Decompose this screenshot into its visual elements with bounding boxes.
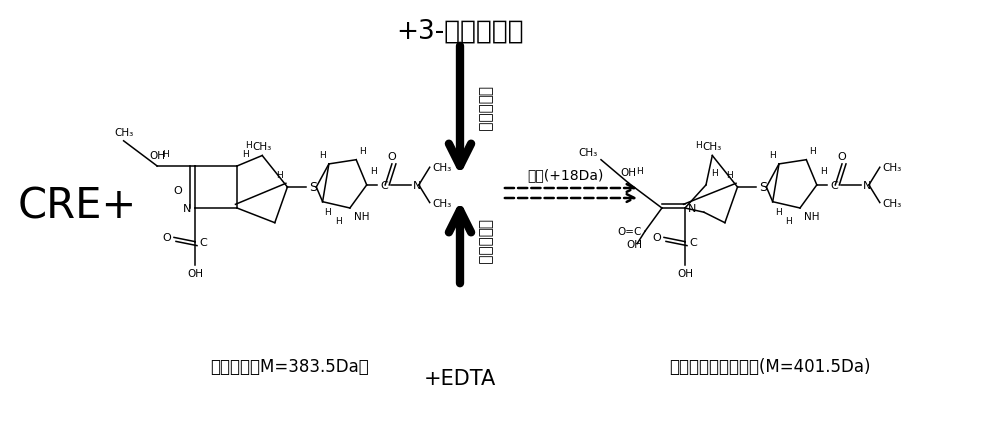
- Text: 碳青霞烯酯: 碳青霞烯酯: [477, 86, 492, 132]
- Text: H: H: [775, 207, 781, 216]
- Text: N: N: [688, 204, 696, 213]
- Text: CH₃: CH₃: [433, 198, 452, 208]
- Text: H: H: [276, 170, 282, 180]
- Text: N: N: [413, 181, 421, 190]
- Text: OH: OH: [620, 167, 636, 177]
- Text: N: N: [183, 204, 191, 213]
- Text: OH: OH: [149, 151, 165, 161]
- Text: O: O: [388, 152, 396, 161]
- Text: CH₃: CH₃: [114, 127, 133, 138]
- Text: C: C: [199, 237, 207, 247]
- Text: 水解(+18Da): 水解(+18Da): [527, 167, 603, 181]
- Text: 美罗培南的水解产物(M=401.5Da): 美罗培南的水解产物(M=401.5Da): [669, 357, 871, 375]
- Text: H: H: [769, 150, 776, 159]
- Text: +EDTA: +EDTA: [424, 368, 496, 388]
- Text: H: H: [696, 141, 702, 150]
- Text: H: H: [711, 169, 718, 178]
- Text: H: H: [335, 216, 342, 225]
- Text: H: H: [809, 147, 816, 155]
- Text: N: N: [863, 181, 871, 190]
- Text: H: H: [370, 167, 376, 176]
- Text: H: H: [726, 170, 732, 180]
- Text: CH₃: CH₃: [253, 141, 272, 151]
- Text: C: C: [830, 181, 838, 190]
- Text: CH₃: CH₃: [703, 141, 722, 151]
- Text: C: C: [380, 181, 388, 190]
- Text: H: H: [785, 216, 792, 225]
- Text: NH: NH: [804, 211, 820, 222]
- Text: S: S: [309, 181, 317, 194]
- Text: H: H: [820, 167, 827, 176]
- Text: NH: NH: [354, 211, 369, 222]
- Text: CH₃: CH₃: [579, 147, 598, 157]
- Text: H: H: [636, 167, 643, 176]
- Text: O=C: O=C: [618, 227, 642, 236]
- Text: H: H: [325, 207, 331, 216]
- Text: S: S: [759, 181, 767, 194]
- Text: CH₃: CH₃: [883, 163, 902, 173]
- Text: O: O: [838, 152, 846, 161]
- Text: O: O: [652, 233, 661, 243]
- Text: 碳青霞烯酯: 碳青霞烯酯: [477, 219, 492, 264]
- Text: H: H: [245, 141, 252, 150]
- Text: OH: OH: [626, 239, 642, 249]
- Text: OH: OH: [677, 268, 693, 278]
- Text: CH₃: CH₃: [883, 198, 902, 208]
- Text: H: H: [242, 150, 249, 158]
- Text: +3-氨基苯垄酸: +3-氨基苯垄酸: [396, 19, 524, 45]
- Text: O: O: [162, 233, 171, 243]
- Text: 美罗培南（M=383.5Da）: 美罗培南（M=383.5Da）: [211, 357, 369, 375]
- Text: C: C: [689, 237, 697, 247]
- Text: H: H: [359, 147, 366, 155]
- Text: CRE+: CRE+: [18, 186, 137, 227]
- Text: H: H: [162, 150, 169, 158]
- Text: CH₃: CH₃: [433, 163, 452, 173]
- Text: O: O: [174, 186, 182, 196]
- Text: H: H: [319, 150, 326, 159]
- Text: OH: OH: [187, 268, 203, 278]
